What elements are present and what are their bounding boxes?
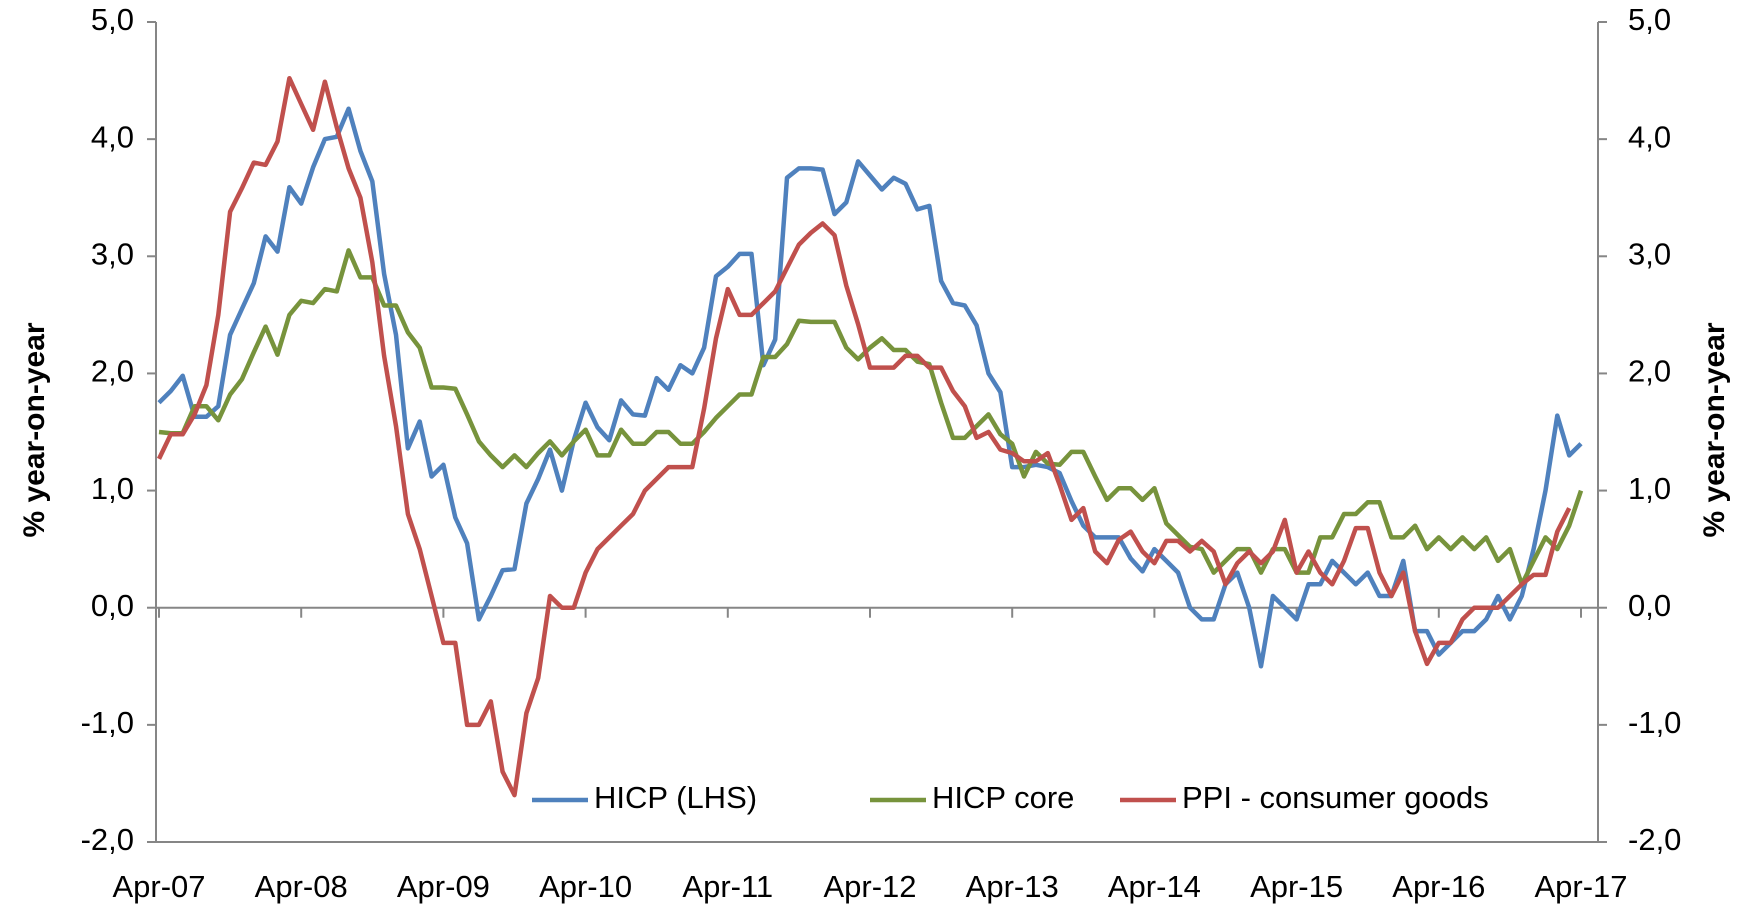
y2-tick-label: 1,0 — [1628, 471, 1671, 506]
legend-label: PPI - consumer goods — [1182, 780, 1489, 815]
x-tick-label: Apr-10 — [539, 869, 632, 904]
y-tick-label: 1,0 — [91, 471, 134, 506]
x-tick-label: Apr-16 — [1392, 869, 1485, 904]
y2-tick-label: -2,0 — [1628, 822, 1681, 857]
y-tick-label: 0,0 — [91, 588, 134, 623]
series-line — [157, 106, 1583, 669]
y2-tick-label: 0,0 — [1628, 588, 1671, 623]
y2-tick-label: 2,0 — [1628, 354, 1671, 389]
y-tick-label: -2,0 — [81, 822, 134, 857]
x-tick-label: Apr-07 — [112, 869, 205, 904]
y-tick-label: 5,0 — [91, 2, 134, 37]
y2-tick-label: -1,0 — [1628, 705, 1681, 740]
series-line — [156, 75, 1572, 798]
y-tick-label: -1,0 — [81, 705, 134, 740]
x-tick-label: Apr-14 — [1108, 869, 1201, 904]
x-tick-label: Apr-13 — [966, 869, 1059, 904]
x-tick-label: Apr-11 — [682, 869, 773, 904]
x-tick-label: Apr-17 — [1534, 869, 1627, 904]
y2-tick-label: 4,0 — [1628, 119, 1671, 154]
x-tick-label: Apr-08 — [255, 869, 348, 904]
y2-tick-label: 5,0 — [1628, 2, 1671, 37]
y-tick-label: 4,0 — [91, 119, 134, 154]
y2-axis-title: % year-on-year — [1698, 322, 1731, 537]
y-tick-label: 3,0 — [91, 236, 134, 271]
legend-bg — [1114, 778, 1554, 822]
x-tick-label: Apr-12 — [823, 869, 916, 904]
legend-label: HICP (LHS) — [594, 780, 757, 815]
series-line — [158, 248, 1584, 587]
legend-label: HICP core — [932, 780, 1074, 815]
y2-tick-label: 3,0 — [1628, 236, 1671, 271]
x-tick-label: Apr-15 — [1250, 869, 1343, 904]
y-axis-title: % year-on-year — [18, 322, 51, 537]
x-tick-label: Apr-09 — [397, 869, 490, 904]
y-tick-label: 2,0 — [91, 354, 134, 389]
